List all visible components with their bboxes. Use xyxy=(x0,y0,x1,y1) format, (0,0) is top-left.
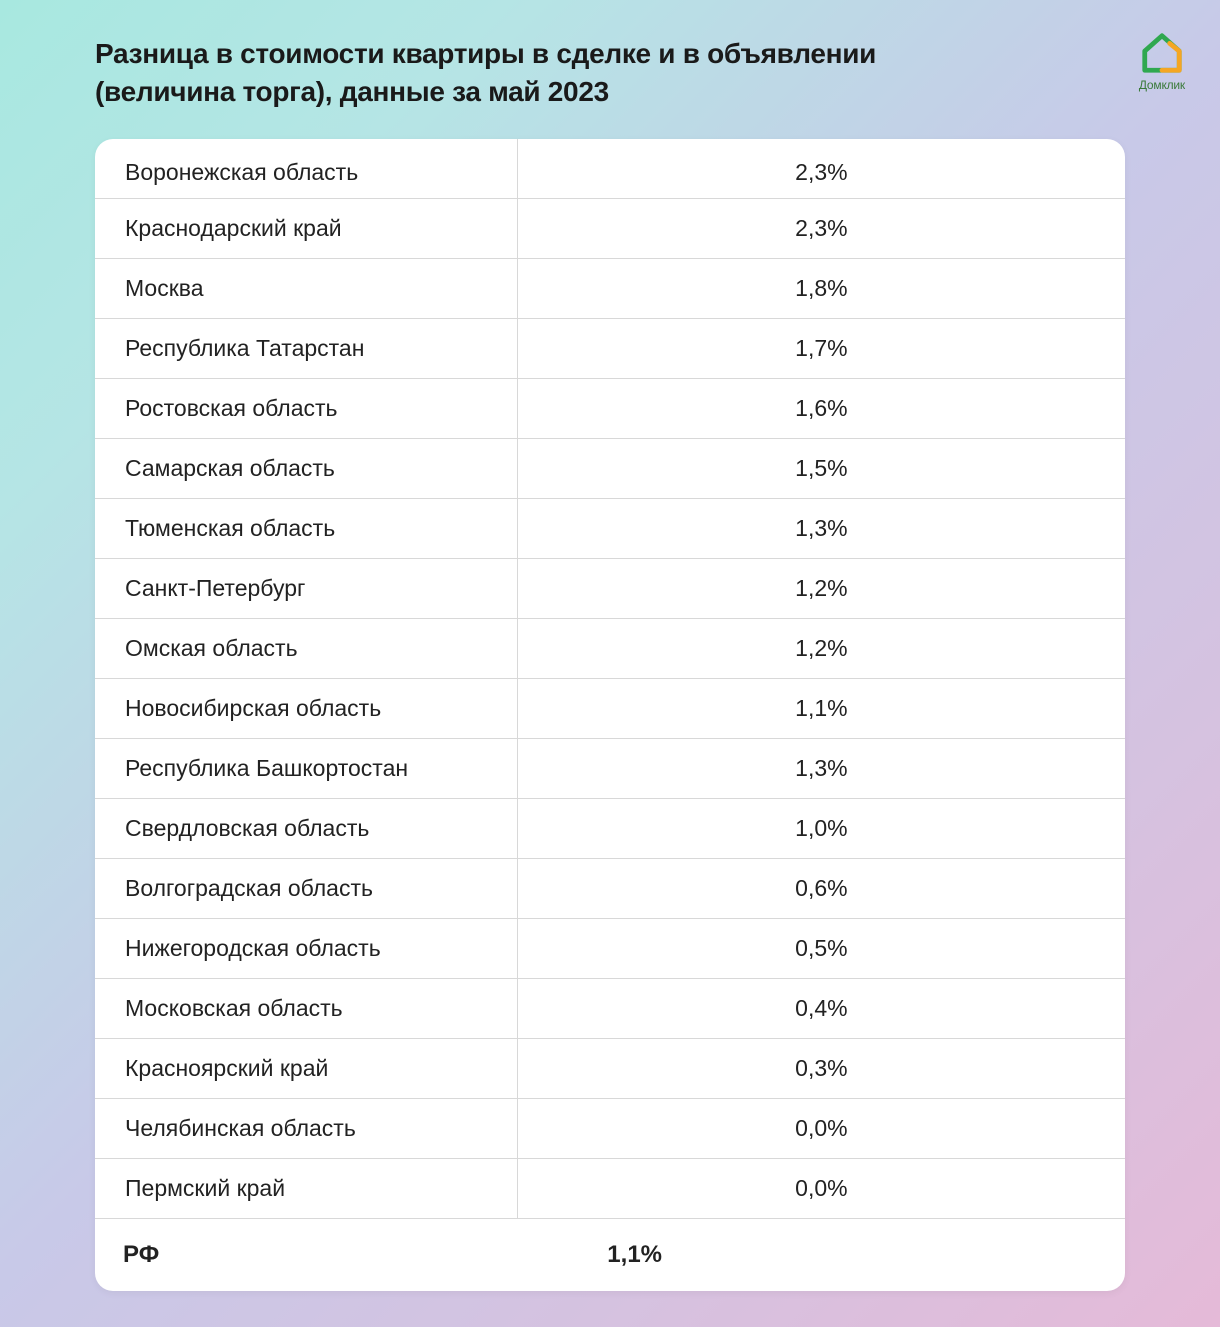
region-cell: Пермский край xyxy=(95,1159,517,1219)
region-cell: Краснодарский край xyxy=(95,199,517,259)
table-row: Новосибирская область1,1% xyxy=(95,679,1125,739)
value-cell: 1,5% xyxy=(517,439,1125,499)
table-row: Красноярский край0,3% xyxy=(95,1039,1125,1099)
brand-logo: Домклик xyxy=(1139,30,1185,92)
value-cell: 1,3% xyxy=(517,739,1125,799)
table-row: Пермский край0,0% xyxy=(95,1159,1125,1219)
table-row: Республика Башкортостан1,3% xyxy=(95,739,1125,799)
region-cell: Красноярский край xyxy=(95,1039,517,1099)
house-icon xyxy=(1139,30,1185,76)
value-cell: 0,0% xyxy=(517,1099,1125,1159)
value-cell: 1,2% xyxy=(517,619,1125,679)
value-cell: 1,1% xyxy=(517,679,1125,739)
table-row: Тюменская область1,3% xyxy=(95,499,1125,559)
region-cell: Воронежская область xyxy=(95,139,517,199)
table-row: Санкт-Петербург1,2% xyxy=(95,559,1125,619)
region-cell: Новосибирская область xyxy=(95,679,517,739)
table-row: Свердловская область1,0% xyxy=(95,799,1125,859)
value-cell: 2,3% xyxy=(517,139,1125,199)
data-table-container: Воронежская область2,3%Краснодарский кра… xyxy=(95,139,1125,1291)
table-row: Республика Татарстан1,7% xyxy=(95,319,1125,379)
value-cell: 0,6% xyxy=(517,859,1125,919)
table-row: Москва1,8% xyxy=(95,259,1125,319)
total-region-cell: РФ xyxy=(95,1219,517,1291)
table-row: Самарская область1,5% xyxy=(95,439,1125,499)
table-total-row: РФ1,1% xyxy=(95,1219,1125,1291)
region-cell: Санкт-Петербург xyxy=(95,559,517,619)
table-row: Омская область1,2% xyxy=(95,619,1125,679)
table-row: Нижегородская область0,5% xyxy=(95,919,1125,979)
table-row: Воронежская область2,3% xyxy=(95,139,1125,199)
value-cell: 1,3% xyxy=(517,499,1125,559)
region-cell: Челябинская область xyxy=(95,1099,517,1159)
table-row: Челябинская область0,0% xyxy=(95,1099,1125,1159)
region-cell: Самарская область xyxy=(95,439,517,499)
value-cell: 1,2% xyxy=(517,559,1125,619)
region-cell: Ростовская область xyxy=(95,379,517,439)
value-cell: 0,0% xyxy=(517,1159,1125,1219)
region-cell: Республика Башкортостан xyxy=(95,739,517,799)
data-table: Воронежская область2,3%Краснодарский кра… xyxy=(95,139,1125,1291)
table-row: Краснодарский край2,3% xyxy=(95,199,1125,259)
region-cell: Республика Татарстан xyxy=(95,319,517,379)
region-cell: Волгоградская область xyxy=(95,859,517,919)
region-cell: Московская область xyxy=(95,979,517,1039)
region-cell: Омская область xyxy=(95,619,517,679)
total-value-cell: 1,1% xyxy=(517,1219,1125,1291)
table-row: Московская область0,4% xyxy=(95,979,1125,1039)
table-row: Ростовская область1,6% xyxy=(95,379,1125,439)
value-cell: 0,3% xyxy=(517,1039,1125,1099)
value-cell: 0,4% xyxy=(517,979,1125,1039)
value-cell: 0,5% xyxy=(517,919,1125,979)
region-cell: Москва xyxy=(95,259,517,319)
region-cell: Свердловская область xyxy=(95,799,517,859)
value-cell: 1,7% xyxy=(517,319,1125,379)
region-cell: Тюменская область xyxy=(95,499,517,559)
page-title: Разница в стоимости квартиры в сделке и … xyxy=(95,35,945,111)
value-cell: 1,6% xyxy=(517,379,1125,439)
region-cell: Нижегородская область xyxy=(95,919,517,979)
value-cell: 1,8% xyxy=(517,259,1125,319)
value-cell: 2,3% xyxy=(517,199,1125,259)
table-row: Волгоградская область0,6% xyxy=(95,859,1125,919)
value-cell: 1,0% xyxy=(517,799,1125,859)
brand-name: Домклик xyxy=(1139,78,1185,92)
